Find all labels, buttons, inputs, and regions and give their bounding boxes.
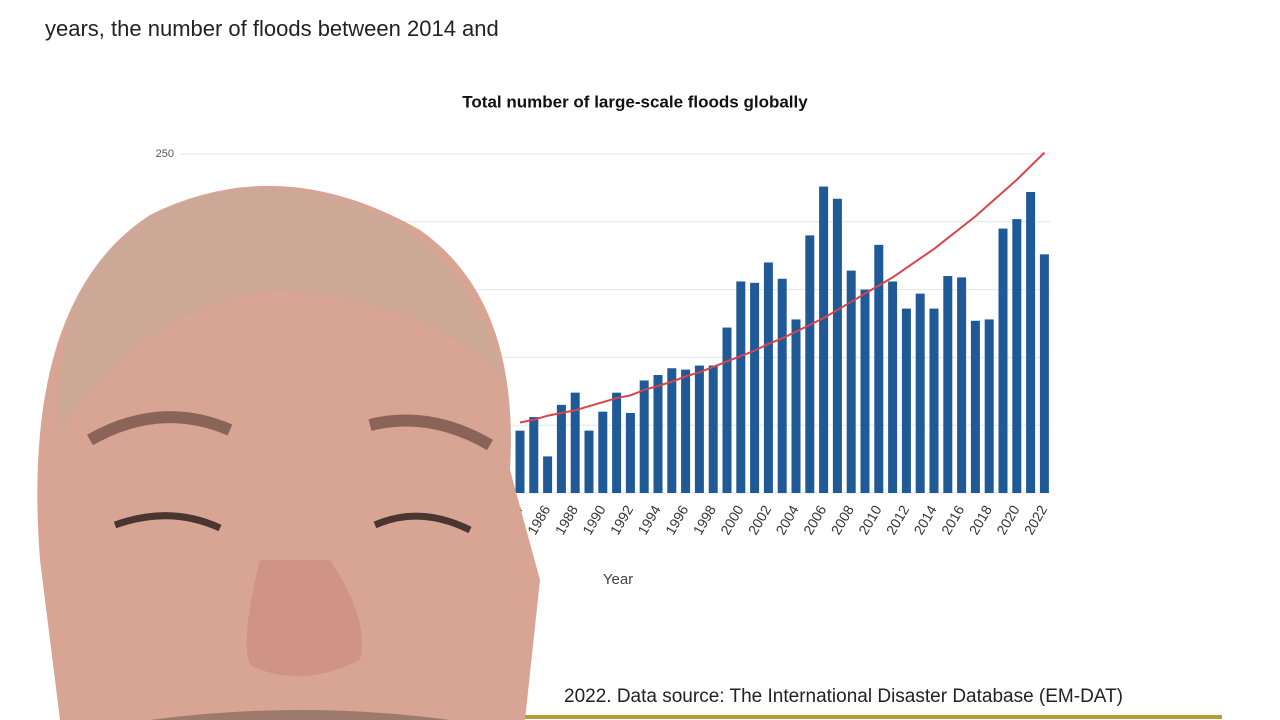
x-tick-label: 2018 bbox=[966, 502, 996, 537]
x-tick-label: 1998 bbox=[690, 502, 720, 537]
bar bbox=[860, 289, 870, 493]
scalp bbox=[59, 188, 506, 430]
bar bbox=[543, 456, 553, 493]
caption-top: years, the number of floods between 2014… bbox=[45, 16, 499, 41]
caption-bottom: 2022. Data source: The International Dis… bbox=[564, 686, 1123, 707]
bar bbox=[832, 198, 842, 494]
bar bbox=[819, 186, 829, 493]
bar bbox=[598, 411, 608, 493]
bar bbox=[570, 392, 580, 493]
x-tick-label: 1996 bbox=[662, 502, 692, 537]
bar bbox=[708, 365, 718, 493]
bar bbox=[750, 282, 760, 493]
person bbox=[37, 185, 540, 720]
x-tick-label: 2006 bbox=[800, 502, 830, 537]
x-tick-label: 2016 bbox=[938, 502, 968, 537]
bar bbox=[653, 375, 663, 493]
bar bbox=[612, 392, 622, 493]
bar bbox=[929, 308, 939, 493]
x-tick-label: 2008 bbox=[828, 502, 858, 537]
plot: 0501001502002501984198619881990199219941… bbox=[156, 148, 1051, 537]
bar bbox=[874, 244, 884, 493]
bar bbox=[791, 319, 801, 493]
eye bbox=[113, 512, 222, 532]
bar bbox=[667, 368, 677, 493]
bar bbox=[901, 308, 911, 493]
bar bbox=[763, 262, 773, 493]
bar bbox=[1039, 254, 1049, 493]
bar bbox=[805, 235, 815, 494]
eyebrow bbox=[87, 411, 233, 446]
chart-title: Total number of large-scale floods globa… bbox=[462, 92, 808, 111]
bar bbox=[888, 281, 898, 493]
x-tick-label: 2000 bbox=[717, 502, 747, 537]
bar bbox=[556, 404, 566, 493]
nose bbox=[246, 560, 362, 677]
bar bbox=[694, 365, 704, 493]
x-tick-label: 2014 bbox=[910, 502, 940, 537]
x-tick-label: 1988 bbox=[552, 502, 582, 537]
x-tick-label: 1992 bbox=[607, 502, 637, 537]
x-tick-label: 2004 bbox=[772, 502, 802, 537]
x-axis-label: Year bbox=[603, 571, 633, 588]
x-tick-label: 2020 bbox=[993, 502, 1023, 537]
x-tick-label: 1990 bbox=[579, 502, 609, 537]
bar bbox=[777, 278, 787, 493]
bar bbox=[970, 320, 980, 493]
bar bbox=[515, 430, 525, 493]
x-tick-label: 2010 bbox=[855, 502, 885, 537]
bar bbox=[1012, 219, 1022, 493]
bar bbox=[957, 277, 967, 493]
bar bbox=[625, 412, 635, 493]
x-tick-label: 1986 bbox=[524, 502, 554, 537]
eyebrow bbox=[368, 414, 494, 451]
x-tick-label: 2012 bbox=[883, 502, 913, 537]
bar bbox=[915, 293, 925, 493]
bar bbox=[943, 276, 953, 493]
bar bbox=[998, 228, 1008, 493]
x-tick-label: 2022 bbox=[1021, 502, 1051, 537]
bar bbox=[681, 369, 691, 493]
bar bbox=[1026, 191, 1036, 493]
bar bbox=[584, 430, 594, 493]
bar bbox=[846, 270, 856, 493]
beard bbox=[150, 710, 450, 720]
bar bbox=[984, 319, 994, 493]
x-tick-label: 2002 bbox=[745, 502, 775, 537]
x-tick-label: 1994 bbox=[634, 502, 664, 537]
trend-line bbox=[519, 151, 1046, 424]
bar bbox=[722, 327, 732, 493]
y-tick-label: 250 bbox=[156, 148, 174, 160]
bar bbox=[736, 281, 746, 493]
eye bbox=[373, 512, 472, 534]
bar bbox=[529, 417, 539, 493]
bar bbox=[639, 380, 649, 493]
